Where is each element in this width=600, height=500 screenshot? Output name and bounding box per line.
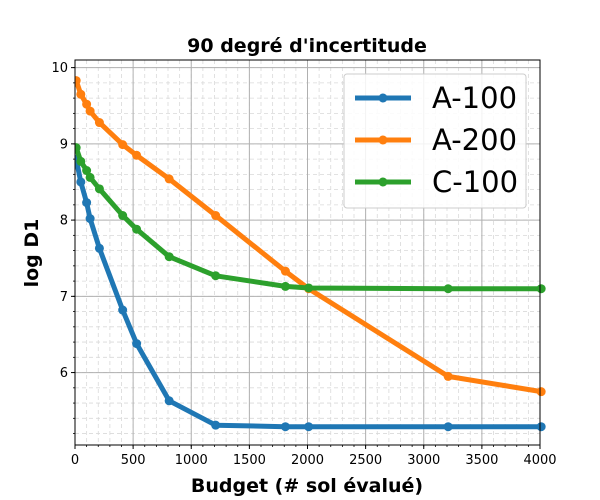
data-point-c-100 <box>280 281 290 291</box>
legend-marker-a-100 <box>378 93 388 103</box>
data-point-a-100 <box>280 422 290 432</box>
data-point-a-200 <box>118 140 128 150</box>
data-point-a-100 <box>211 420 221 430</box>
data-point-c-100 <box>85 172 95 182</box>
data-point-c-100 <box>443 284 453 294</box>
x-axis-label: Budget (# sol évalué) <box>191 475 423 497</box>
legend-marker-c-100 <box>378 177 388 187</box>
x-tick-label: 1500 <box>233 453 266 468</box>
data-point-a-200 <box>94 118 104 128</box>
data-point-a-100 <box>94 243 104 253</box>
y-tick-label: 10 <box>51 61 68 76</box>
data-point-a-100 <box>536 422 546 432</box>
x-tick-label: 0 <box>71 453 79 468</box>
data-point-a-200 <box>443 371 453 381</box>
legend-label-a-100: A-100 <box>432 81 517 115</box>
data-point-c-100 <box>164 252 174 262</box>
data-point-a-200 <box>75 76 81 86</box>
series-a-100 <box>75 154 546 432</box>
x-tick-label: 3500 <box>465 453 498 468</box>
data-point-c-100 <box>82 166 92 176</box>
data-point-a-100 <box>443 422 453 432</box>
data-point-a-200 <box>211 211 221 221</box>
data-point-a-200 <box>280 266 290 276</box>
x-tick-label: 4000 <box>523 453 556 468</box>
y-tick-label: 9 <box>60 137 68 152</box>
legend-box <box>343 73 527 209</box>
data-point-c-100 <box>304 283 314 293</box>
x-tick-label: 3000 <box>407 453 440 468</box>
data-point-c-100 <box>76 156 86 166</box>
y-axis-label: log D1 <box>21 219 43 288</box>
data-point-a-200 <box>164 174 174 184</box>
y-tick-label: 8 <box>60 214 68 229</box>
x-tick-label: 2000 <box>291 453 324 468</box>
x-tick-label: 500 <box>121 453 146 468</box>
data-point-a-200 <box>82 99 92 109</box>
y-tick-label: 6 <box>60 366 68 381</box>
x-axis-ticks: 0 500 1000 1500 2000 2500 3000 3500 4000 <box>71 445 557 468</box>
data-point-c-100 <box>118 211 128 221</box>
data-point-c-100 <box>536 284 546 294</box>
data-point-a-100 <box>118 305 128 315</box>
legend-marker-a-200 <box>378 135 388 145</box>
y-tick-label: 7 <box>60 290 68 305</box>
data-point-a-200 <box>76 89 86 99</box>
legend-label-c-100: C-100 <box>432 165 518 199</box>
x-tick-label: 2500 <box>349 453 382 468</box>
data-point-a-100 <box>304 422 314 432</box>
data-point-a-100 <box>85 214 95 224</box>
data-point-a-100 <box>164 396 174 406</box>
data-point-a-200 <box>85 106 95 116</box>
y-axis-ticks: 6 7 8 9 10 <box>51 61 75 434</box>
data-point-c-100 <box>94 184 104 194</box>
legend: A-100 A-200 C-100 <box>343 73 527 209</box>
x-tick-label: 1000 <box>175 453 208 468</box>
data-point-c-100 <box>211 271 221 281</box>
data-point-a-100 <box>76 177 86 187</box>
data-point-a-200 <box>132 150 142 160</box>
series-c-100 <box>75 143 546 294</box>
series-layer <box>75 76 546 432</box>
chart-title: 90 degré d'incertitude <box>187 35 427 57</box>
data-point-c-100 <box>75 143 81 153</box>
data-point-a-100 <box>132 339 142 349</box>
data-point-c-100 <box>132 224 142 234</box>
legend-label-a-200: A-200 <box>432 123 517 157</box>
data-point-a-200 <box>536 387 546 397</box>
data-point-a-100 <box>82 198 92 208</box>
